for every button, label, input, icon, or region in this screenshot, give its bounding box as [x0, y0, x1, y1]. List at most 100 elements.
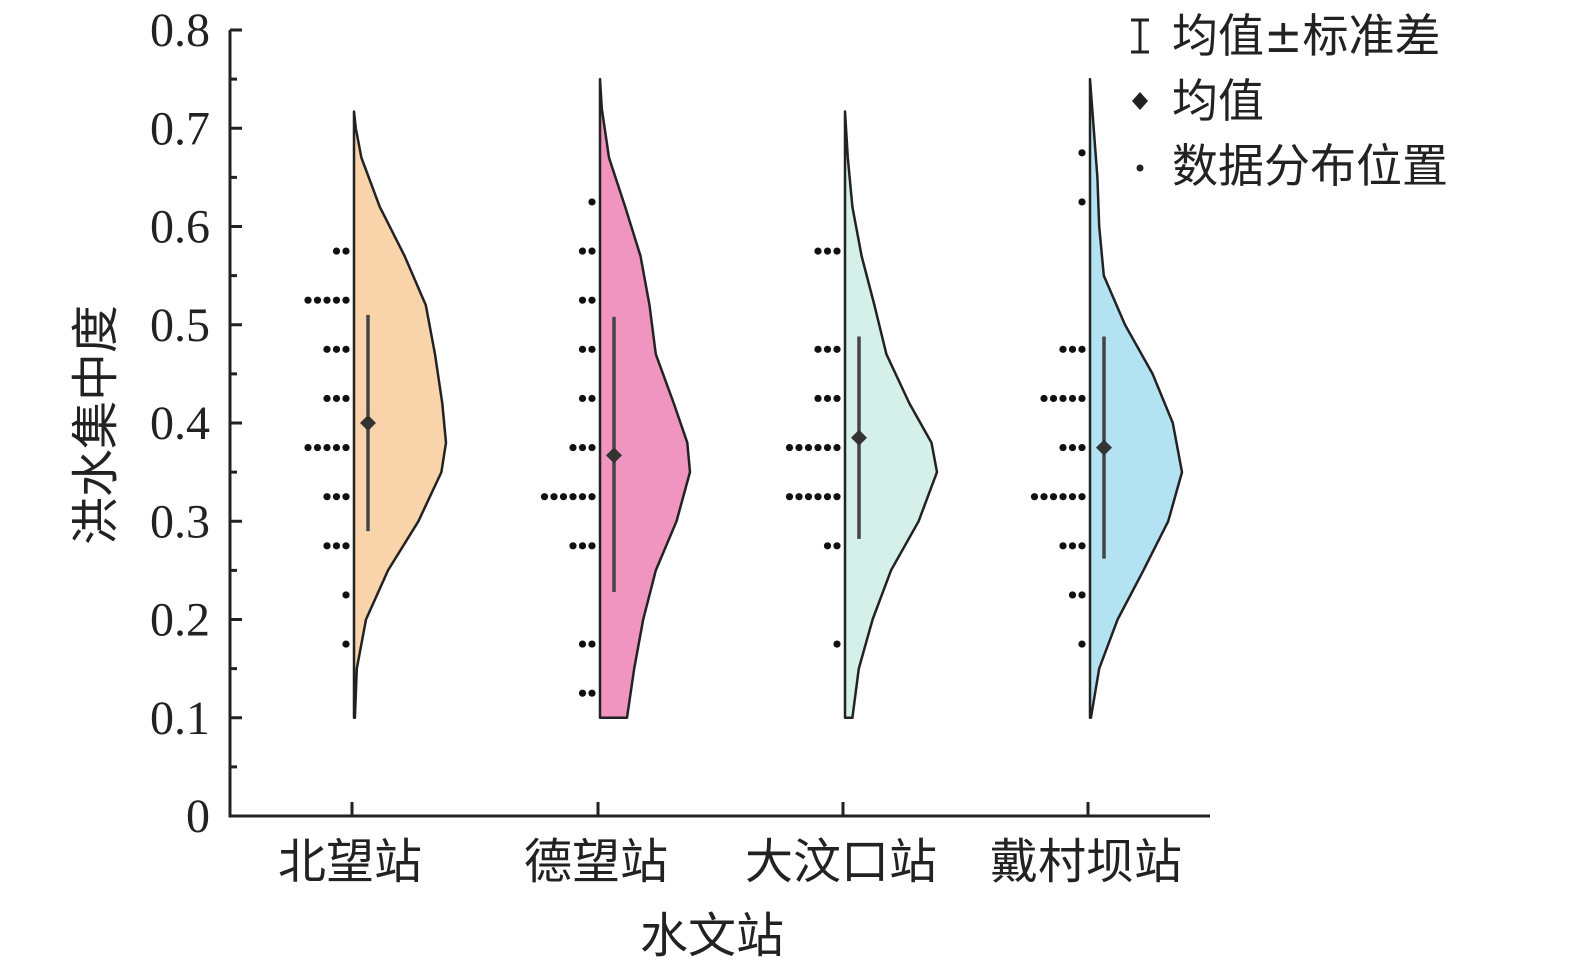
mean-diamond — [1096, 439, 1112, 456]
data-point-dot — [332, 247, 341, 255]
data-point-dot — [578, 640, 587, 648]
data-point-dot — [833, 345, 841, 353]
y-tick-label: 0.4 — [150, 397, 210, 450]
data-point-dot — [304, 296, 312, 304]
data-point-dot — [1030, 493, 1039, 501]
data-point-dot — [540, 493, 549, 501]
data-point-dot — [588, 198, 596, 206]
data-point-dot — [578, 542, 587, 550]
data-point-dot — [814, 247, 822, 255]
data-point-dot — [804, 443, 813, 452]
data-point-dot — [1049, 394, 1058, 403]
data-point-dot — [1049, 493, 1058, 501]
data-point-dot — [1068, 591, 1077, 599]
y-tick-label: 0.7 — [150, 102, 210, 155]
violin-density-shape — [352, 110, 448, 720]
data-point-dot — [550, 493, 558, 501]
y-tick-label: 0.1 — [150, 692, 210, 745]
legend-item-dots: 数据分布位置 — [1136, 139, 1448, 193]
legend-item-mean: 均值 — [1132, 74, 1264, 128]
data-point-dot — [578, 247, 587, 255]
data-point-dot — [833, 247, 841, 255]
data-point-dot — [342, 296, 350, 304]
data-point-dot — [814, 493, 822, 501]
data-point-dot — [785, 443, 794, 452]
mean-diamond — [360, 415, 376, 431]
x-ticks: 北望站 德望站 大汶口站 戴村坝站 — [278, 802, 1182, 890]
y-tick-label: 0 — [186, 790, 210, 843]
data-point-dot — [833, 394, 841, 403]
data-point-dot — [588, 394, 596, 403]
data-point-dot — [313, 296, 322, 304]
data-point-dot — [569, 493, 577, 501]
violin-1 — [304, 110, 448, 720]
data-point-dot — [588, 296, 596, 304]
data-point-dot — [1059, 493, 1067, 501]
data-point-dot — [332, 296, 341, 304]
data-point-dot — [814, 394, 822, 403]
violins — [304, 77, 1184, 720]
y-tick-label: 0.5 — [150, 299, 210, 352]
data-point-dot — [332, 443, 341, 452]
legend-diamond-icon — [1132, 92, 1148, 110]
data-point-dot — [823, 443, 832, 452]
x-axis-title: 水文站 — [640, 908, 784, 964]
data-point-dot — [1078, 640, 1086, 648]
data-point-dot — [588, 345, 596, 353]
data-point-dot — [342, 640, 350, 648]
data-point-dot — [823, 542, 832, 550]
violin-density-shape — [1088, 77, 1184, 720]
data-point-dot — [823, 247, 832, 255]
x-tick-label: 德望站 — [524, 834, 668, 890]
data-point-dot — [588, 247, 596, 255]
violin-density-shape — [598, 77, 692, 720]
data-point-dot — [342, 247, 350, 255]
data-point-dot — [588, 542, 596, 550]
y-tick-label: 0.6 — [150, 201, 210, 254]
data-point-dot — [332, 493, 341, 501]
data-point-dot — [1059, 345, 1067, 353]
data-point-dot — [823, 493, 832, 501]
data-point-dot — [342, 345, 350, 353]
data-point-dot — [313, 443, 322, 452]
y-tick-label: 0.3 — [150, 495, 210, 548]
violin-4 — [1030, 77, 1184, 720]
data-point-dot — [578, 296, 587, 304]
data-point-dot — [559, 493, 568, 501]
data-point-dot — [823, 345, 832, 353]
y-ticks: 0 0.1 0.2 0.3 0.4 0.5 0.6 0.7 0.8 — [150, 4, 242, 843]
data-point-dot — [1068, 394, 1077, 403]
mean-diamond — [851, 429, 867, 446]
data-point-dot — [323, 542, 331, 550]
mean-diamond — [606, 447, 622, 464]
violin-density-shape — [843, 110, 939, 720]
data-point-dot — [569, 443, 577, 452]
data-point-dot — [1078, 591, 1086, 599]
legend-label-mean: 均值 — [1172, 74, 1264, 128]
data-point-dot — [1078, 542, 1086, 550]
data-point-dot — [342, 591, 350, 599]
data-point-dot — [304, 443, 312, 452]
data-point-dot — [342, 443, 350, 452]
data-point-dot — [588, 640, 596, 648]
data-point-dot — [342, 542, 350, 550]
legend-label-errorbar: 均值±标准差 — [1172, 9, 1441, 63]
data-point-dot — [804, 493, 813, 501]
data-point-dot — [833, 640, 841, 648]
data-point-dot — [785, 493, 794, 501]
data-point-dot — [578, 443, 587, 452]
data-point-dot — [578, 345, 587, 353]
x-tick-label: 北望站 — [278, 834, 422, 890]
data-point-dot — [1078, 149, 1086, 157]
data-point-dot — [1059, 542, 1067, 550]
legend-dot-icon — [1136, 164, 1144, 172]
data-point-dot — [1078, 345, 1086, 353]
data-point-dot — [795, 443, 803, 452]
data-point-dot — [1078, 493, 1086, 501]
data-point-dot — [332, 394, 341, 403]
data-point-dot — [588, 443, 596, 452]
data-point-dot — [833, 493, 841, 501]
data-point-dot — [578, 689, 587, 697]
data-point-dot — [814, 443, 822, 452]
data-point-dot — [1078, 443, 1086, 452]
